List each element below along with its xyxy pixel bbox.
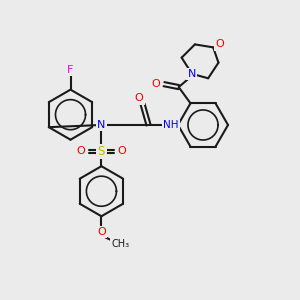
Text: O: O bbox=[97, 227, 106, 237]
Text: O: O bbox=[152, 79, 161, 89]
Text: O: O bbox=[135, 94, 143, 103]
Text: O: O bbox=[215, 39, 224, 50]
Text: F: F bbox=[67, 64, 74, 75]
Text: O: O bbox=[118, 146, 126, 157]
Text: O: O bbox=[76, 146, 85, 157]
Text: N: N bbox=[188, 69, 196, 79]
Text: S: S bbox=[98, 145, 105, 158]
Text: CH₃: CH₃ bbox=[112, 239, 130, 249]
Text: N: N bbox=[97, 120, 106, 130]
Text: NH: NH bbox=[164, 120, 179, 130]
